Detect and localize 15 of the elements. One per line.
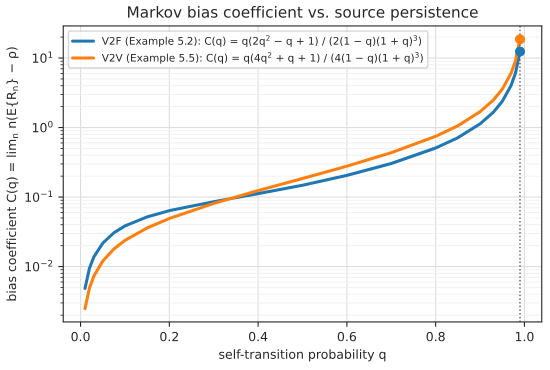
x-tick-label: 0.8 <box>426 332 445 342</box>
x-tick-label: 0.6 <box>338 332 356 342</box>
y-tick-label: 10$^{1}$ <box>32 52 52 63</box>
x-axis-title: self-transition probability q <box>219 349 386 362</box>
y-tick-label: 10$^{0}$ <box>32 120 53 132</box>
chart-title: Markov bias coefficient vs. source persistence <box>128 6 478 21</box>
x-tick-label: 0.0 <box>71 332 90 342</box>
x-tick-label: 1.0 <box>516 332 534 342</box>
y-tick-label: 10$^{−2}$ <box>26 260 52 272</box>
legend-label: V2F (Example 5.2): C(q) = q(2q$^{2}$ − q + 1) / (2(1 − q)(1 + q)$^{3}$) <box>102 35 422 47</box>
legend-label: V2V (Example 5.5): C(q) = q(4q$^{2}$ + q + 1) / (4(1 − q)(1 + q)$^{3}$) <box>102 52 423 64</box>
y-axis-title: bias coefficient C(q) = lim$_{n}$ n(E{R$_{n}$} − ρ) <box>6 47 19 300</box>
x-tick-label: 0.2 <box>160 332 178 342</box>
x-tick-label: 0.4 <box>248 332 268 342</box>
y-tick-label: 10$^{−1}$ <box>26 190 52 202</box>
